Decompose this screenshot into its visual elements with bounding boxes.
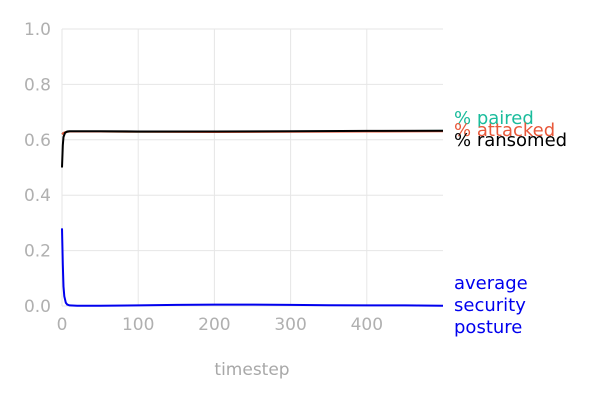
y-tick-label: 0.4 [24, 186, 51, 206]
y-tick-label: 0.8 [24, 75, 51, 95]
plot-lines [61, 129, 444, 307]
series-line-3 [61, 228, 444, 307]
x-axis-ticks: 0 100 200 300 400 [57, 315, 383, 335]
y-axis-ticks: 0.0 0.2 0.4 0.6 0.8 1.0 [24, 20, 51, 317]
series-label-2: % ransomed [454, 130, 567, 151]
y-tick-label: 0.6 [24, 131, 51, 151]
x-tick-label: 100 [122, 315, 154, 335]
y-tick-label: 0.0 [24, 297, 51, 317]
x-axis-title: timestep [214, 360, 289, 380]
x-tick-label: 0 [57, 315, 68, 335]
series-labels: % paired% attacked% ransomed average secur… [454, 108, 567, 338]
x-tick-label: 200 [198, 315, 230, 335]
x-tick-label: 300 [274, 315, 306, 335]
y-tick-label: 1.0 [24, 20, 51, 40]
grid [61, 28, 443, 307]
series-label-0: % paired [454, 108, 534, 129]
series-line-2 [61, 129, 444, 168]
y-tick-label: 0.2 [24, 242, 51, 262]
series-label-1: % attacked [454, 120, 555, 141]
series-label-3: average security posture [454, 273, 528, 338]
x-tick-label: 400 [351, 315, 383, 335]
